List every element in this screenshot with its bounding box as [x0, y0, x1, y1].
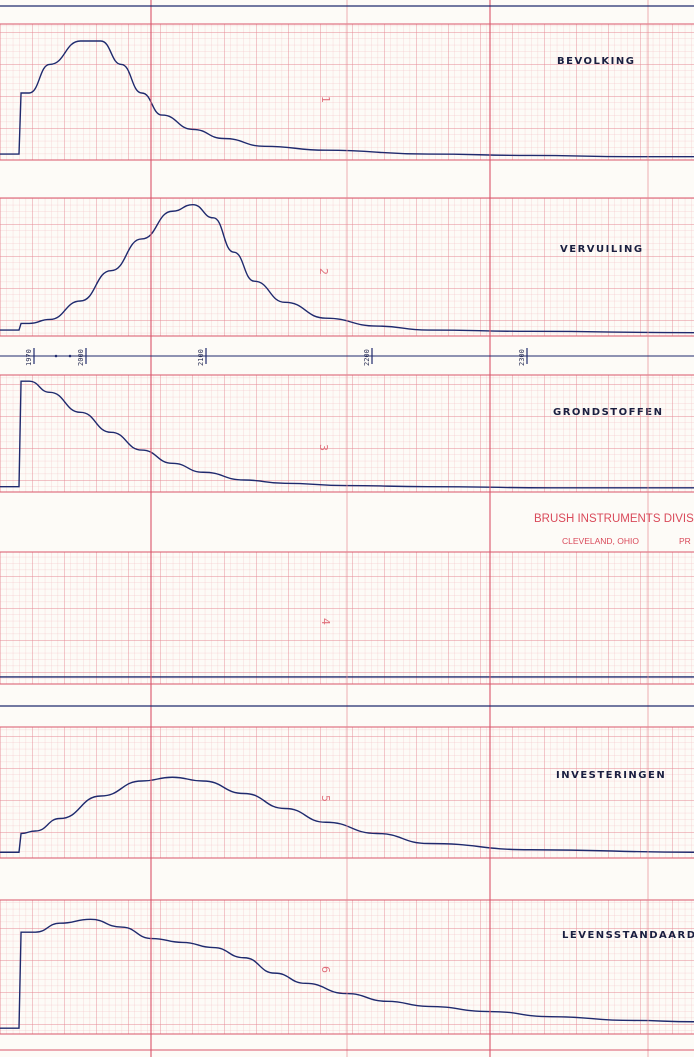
channel-number: 5 [319, 795, 332, 802]
series-line-channel-1 [0, 40, 694, 158]
time-mark-bar: 1970 2000 2100 2200 2300 [0, 348, 694, 366]
series-line-channel-6 [0, 918, 694, 1029]
channel-number: 4 [319, 618, 332, 625]
brand-line-1: BRUSH INSTRUMENTS DIVIS [534, 513, 694, 525]
brand-header: BRUSH INSTRUMENTS DIVIS CLEVELAND, OHIO … [534, 513, 694, 546]
channel-number: 6 [319, 966, 332, 973]
channel-label: INVESTERINGEN [556, 770, 666, 781]
channel-label: GRONDSTOFFEN [553, 407, 663, 418]
channel-number: 1 [319, 96, 332, 103]
channel-label: VERVUILING [560, 244, 644, 255]
channel-number: 2 [317, 268, 330, 275]
series-line-channel-3 [0, 380, 694, 489]
time-tick-label: 2300 [518, 349, 526, 366]
series-line-channel-2 [0, 203, 694, 334]
time-tick-label: 1970 [25, 349, 33, 366]
time-dot [68, 354, 72, 358]
time-tick-label: 2000 [77, 349, 85, 366]
channel-label: BEVOLKING [557, 56, 635, 67]
time-dot [54, 354, 58, 358]
brand-line-2-city: CLEVELAND, OHIO [562, 536, 639, 546]
channel-number: 3 [317, 444, 330, 451]
time-tick-label: 2200 [363, 349, 371, 366]
channel-label: LEVENSSTANDAARD [562, 930, 694, 941]
time-tick-label: 2100 [197, 349, 205, 366]
series-line-channel-5 [0, 776, 694, 853]
brand-line-2-tail: PR [679, 536, 691, 546]
